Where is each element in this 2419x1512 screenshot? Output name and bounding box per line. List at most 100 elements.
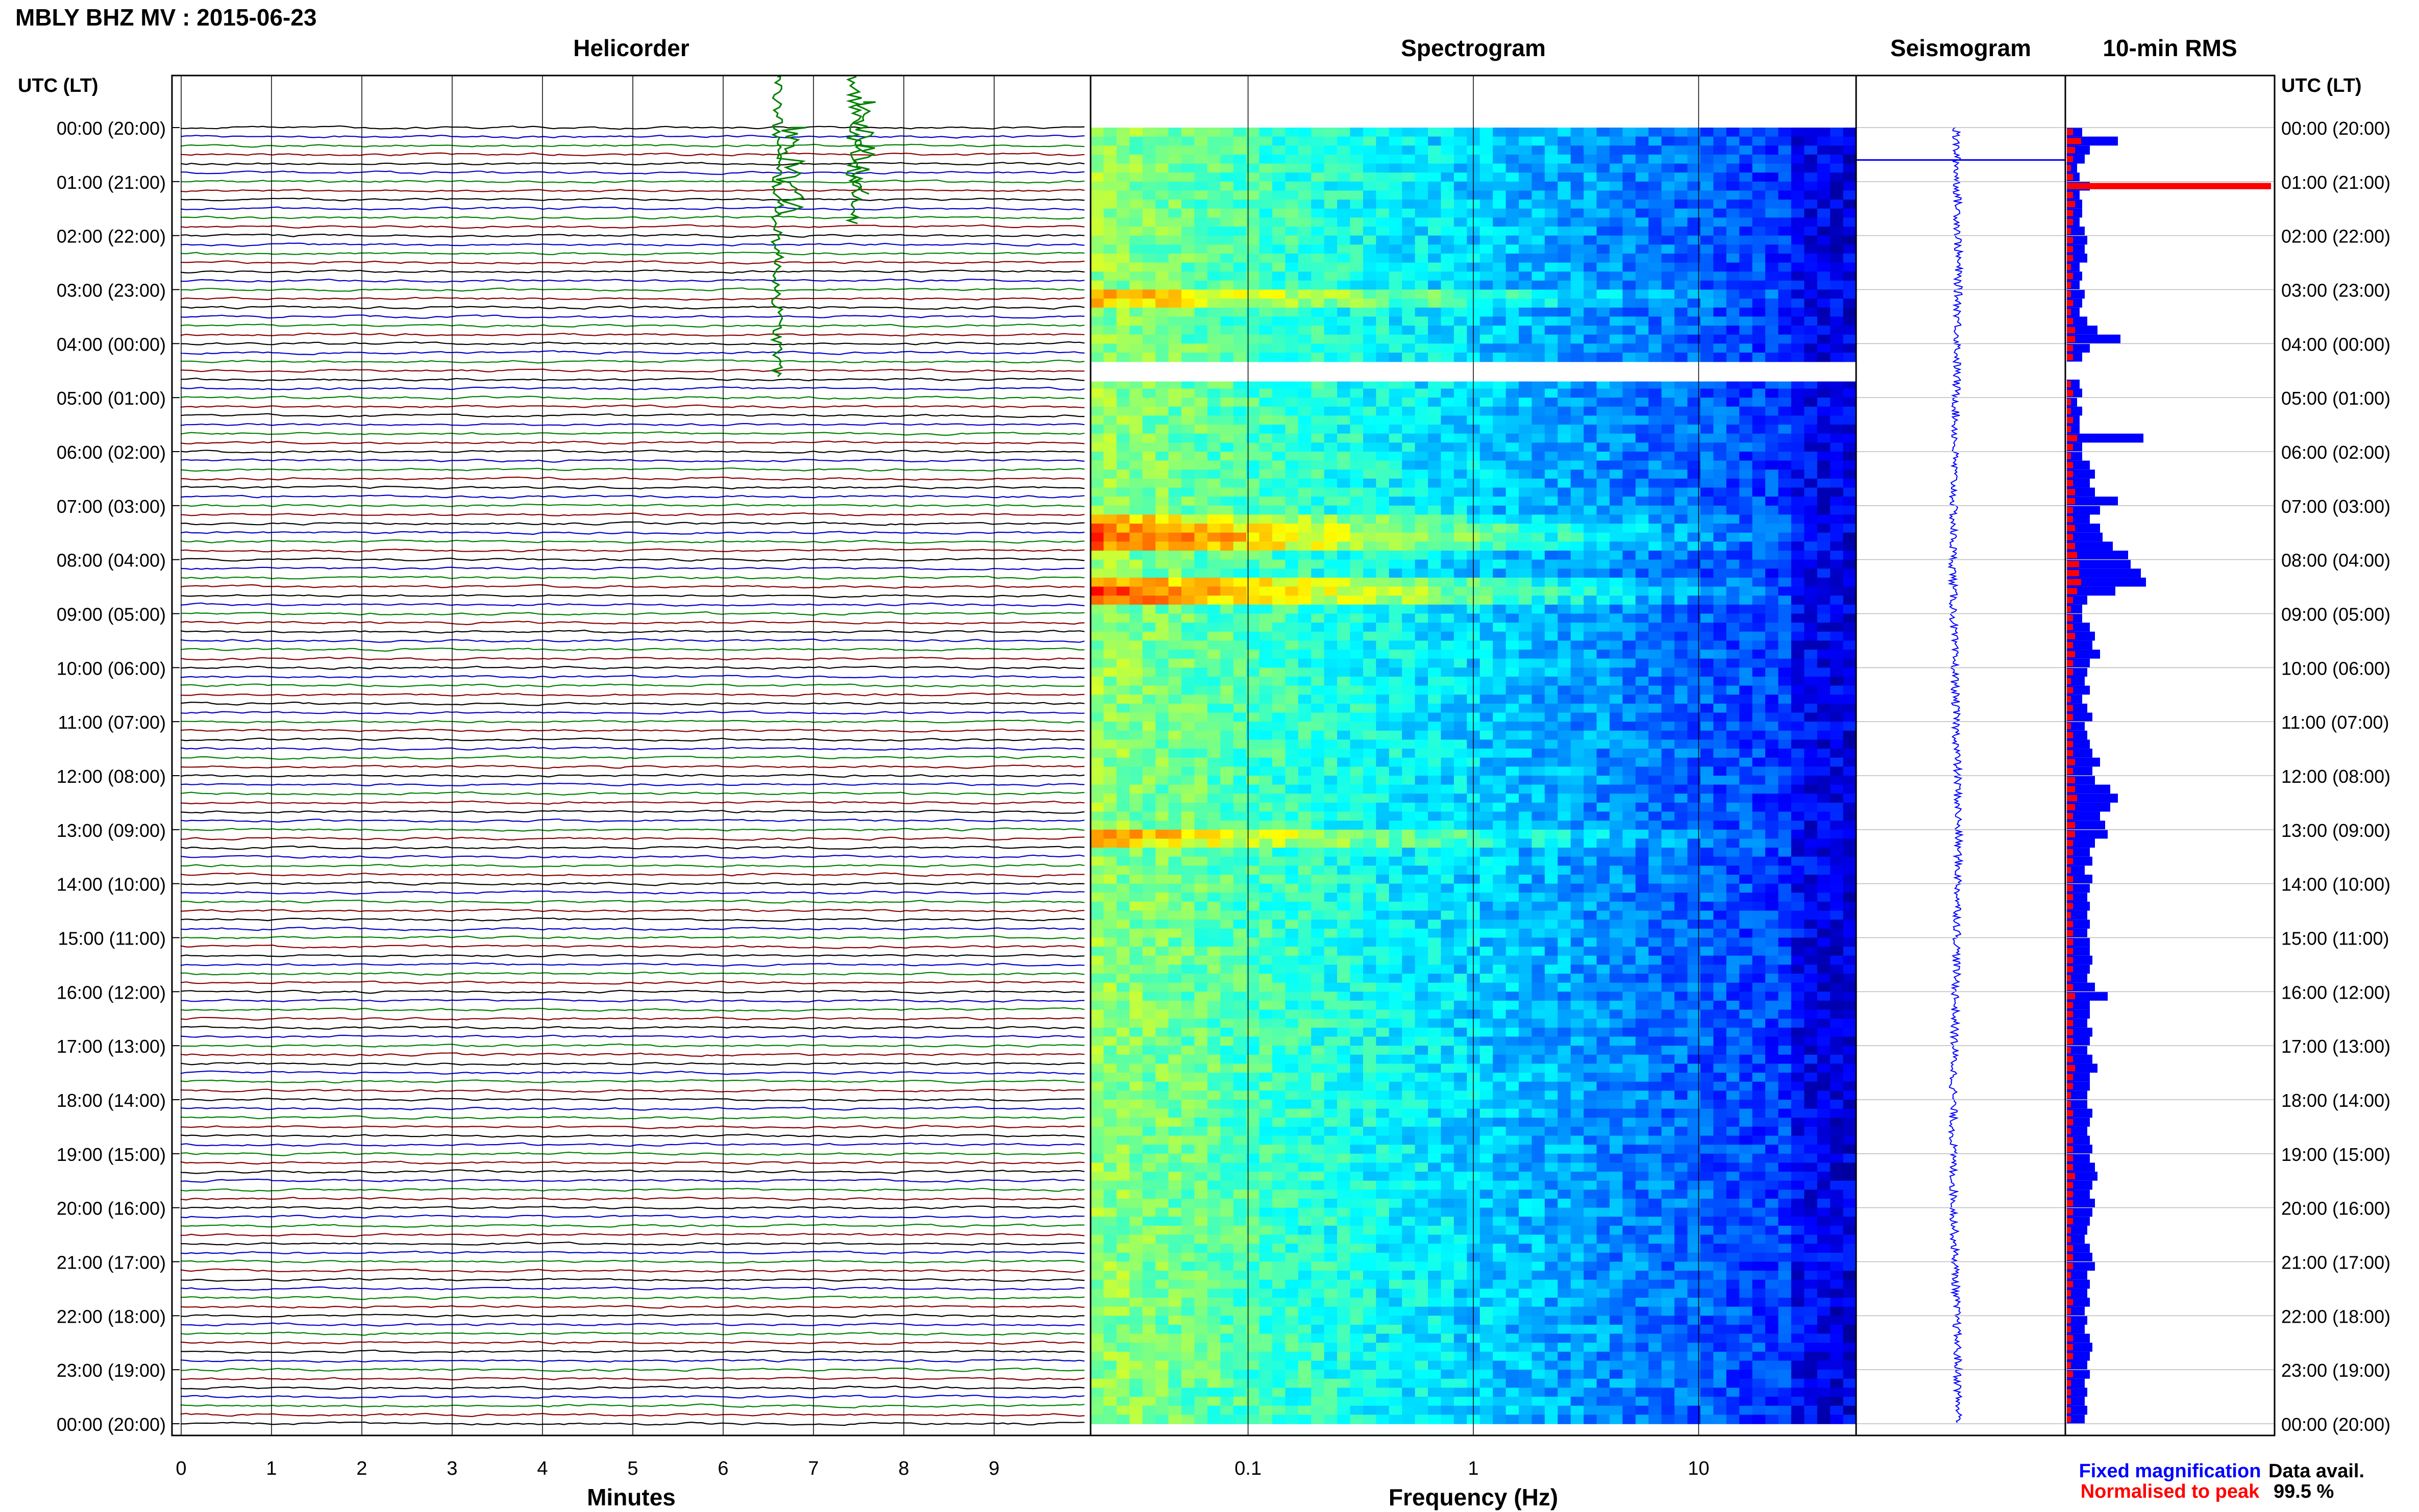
spectrogram-cell — [1778, 640, 1792, 650]
spectrogram-cell — [1622, 398, 1636, 407]
spectrogram-cell — [1129, 532, 1143, 542]
spectrogram-cell — [1142, 685, 1156, 696]
spectrogram-cell — [1428, 811, 1442, 821]
spectrogram-cell — [1389, 613, 1403, 623]
spectrogram-cell — [1804, 145, 1818, 155]
spectrogram-cell — [1518, 343, 1533, 353]
spectrogram-cell — [1505, 794, 1519, 803]
spectrogram-cell — [1091, 703, 1104, 713]
spectrogram-cell — [1220, 262, 1234, 272]
spectrogram-cell — [1091, 154, 1104, 164]
spectrogram-cell — [1129, 730, 1143, 740]
spectrogram-cell — [1532, 766, 1545, 776]
spectrogram-cell — [1505, 722, 1519, 731]
spectrogram-cell — [1091, 875, 1104, 884]
spectrogram-cell — [1791, 334, 1805, 344]
spectrogram-cell — [1428, 388, 1442, 398]
spectrogram-cell — [1752, 685, 1766, 696]
spectrogram-cell — [1661, 398, 1675, 407]
spectrogram-cell — [1544, 811, 1559, 821]
spectrogram-cell — [1324, 227, 1338, 236]
spectrogram-cell — [1129, 433, 1143, 443]
spectrogram-cell — [1856, 425, 1869, 434]
spectrogram-cell — [1220, 200, 1234, 209]
spectrogram-cell — [1402, 541, 1416, 551]
spectrogram-cell — [1207, 379, 1221, 389]
spectrogram-cell — [1648, 128, 1662, 137]
spectrogram-cell — [1505, 749, 1519, 758]
spectrogram-cell — [1635, 821, 1649, 830]
spectrogram-cell — [1726, 757, 1740, 767]
spectrogram-cell — [1804, 821, 1818, 830]
spectrogram-cell — [1194, 415, 1208, 425]
spectrogram-cell — [1259, 452, 1273, 461]
spectrogram-cell — [1389, 433, 1403, 443]
spectrogram-cell — [1830, 650, 1844, 659]
spectrogram-cell — [1518, 460, 1533, 470]
spectrogram-cell — [1453, 478, 1468, 488]
spectrogram-cell — [1532, 460, 1545, 470]
spectrogram-cell — [1233, 838, 1247, 848]
spectrogram-cell — [1389, 154, 1403, 164]
spectrogram-cell — [1194, 703, 1208, 713]
spectrogram-cell — [1622, 200, 1636, 209]
spectrogram-cell — [1843, 802, 1856, 812]
spectrogram-cell — [1648, 289, 1662, 299]
spectrogram-cell — [1285, 811, 1299, 821]
spectrogram-cell — [1584, 586, 1597, 597]
spectrogram-cell — [1674, 379, 1688, 389]
spectrogram-cell — [1298, 163, 1312, 173]
spectrogram-cell — [1246, 280, 1260, 290]
spectrogram-cell — [1376, 334, 1390, 344]
spectrogram-cell — [1415, 280, 1429, 290]
spectrogram-cell — [1843, 262, 1856, 272]
spectrogram-cell — [1103, 280, 1117, 290]
spectrogram-cell — [1246, 163, 1260, 173]
spectrogram-cell — [1505, 398, 1519, 407]
spectrogram-cell — [1596, 811, 1610, 821]
spectrogram-cell — [1181, 829, 1195, 839]
spectrogram-cell — [1713, 227, 1727, 236]
spectrogram-cell — [1415, 703, 1429, 713]
spectrogram-cell — [1142, 415, 1156, 425]
spectrogram-cell — [1129, 848, 1143, 857]
spectrogram-cell — [1194, 505, 1208, 515]
spectrogram-cell — [1804, 128, 1818, 137]
spectrogram-cell — [1259, 190, 1273, 200]
spectrogram-cell — [1441, 469, 1454, 479]
spectrogram-cell — [1415, 784, 1429, 795]
spectrogram-cell — [1220, 299, 1234, 308]
spectrogram-cell — [1596, 343, 1610, 353]
spectrogram-cell — [1402, 865, 1416, 875]
spectrogram-cell — [1246, 604, 1260, 614]
spectrogram-cell — [1584, 524, 1597, 533]
spectrogram-cell — [1207, 289, 1221, 299]
spectrogram-cell — [1584, 722, 1597, 731]
spectrogram-cell — [1830, 299, 1844, 308]
spectrogram-cell — [1532, 776, 1545, 785]
spectrogram-cell — [1558, 289, 1571, 299]
spectrogram-cell — [1518, 784, 1533, 795]
spectrogram-cell — [1272, 883, 1286, 894]
spectrogram-cell — [1363, 596, 1377, 605]
spectrogram-cell — [1324, 856, 1338, 866]
spectrogram-cell — [1622, 749, 1636, 758]
spectrogram-cell — [1428, 739, 1442, 749]
spectrogram-cell — [1181, 811, 1195, 821]
spectrogram-cell — [1804, 280, 1818, 290]
spectrogram-cell — [1194, 316, 1208, 326]
spectrogram-cell — [1402, 253, 1416, 263]
spectrogram-cell — [1103, 848, 1117, 857]
spectrogram-cell — [1272, 379, 1286, 389]
spectrogram-cell — [1479, 838, 1494, 848]
spectrogram-cell — [1324, 524, 1338, 533]
spectrogram-cell — [1830, 532, 1844, 542]
spectrogram-cell — [1168, 739, 1182, 749]
spectrogram-cell — [1856, 254, 1869, 263]
spectrogram-cell — [1817, 452, 1831, 461]
spectrogram-cell — [1661, 856, 1675, 866]
spectrogram-cell — [1155, 280, 1169, 290]
spectrogram-cell — [1363, 307, 1377, 317]
spectrogram-cell — [1207, 200, 1221, 209]
spectrogram-cell — [1479, 794, 1494, 803]
